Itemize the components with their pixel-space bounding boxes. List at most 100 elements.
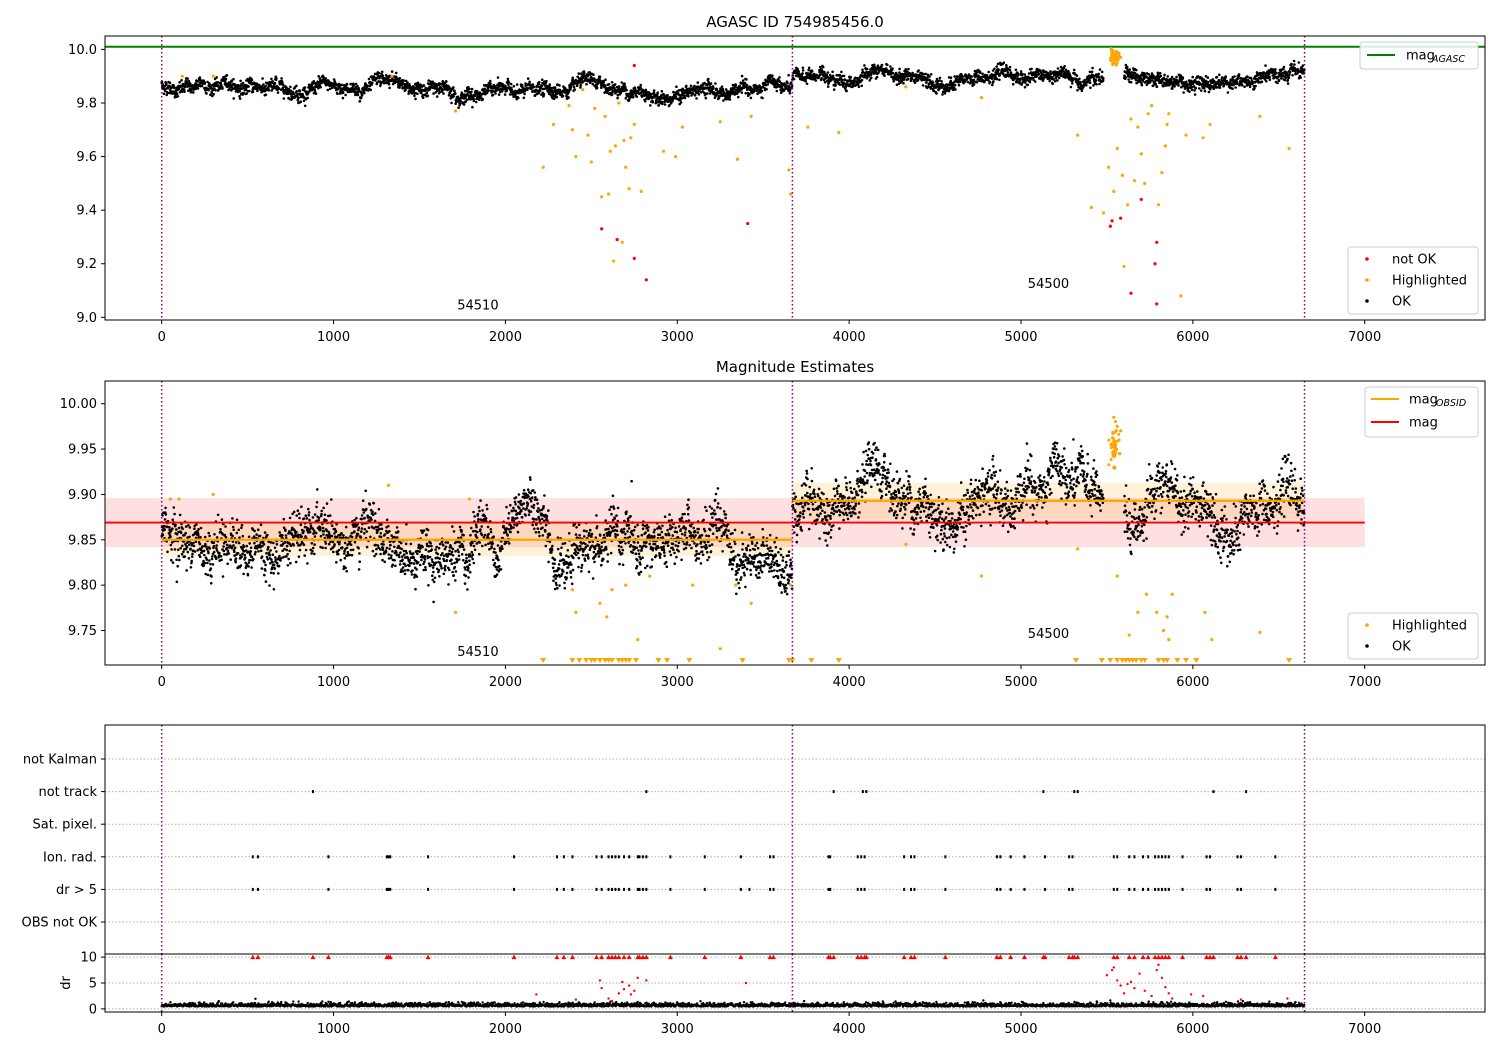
ok-point (175, 528, 178, 531)
ok-point (208, 547, 212, 550)
ok-point (358, 552, 361, 555)
ok-point (248, 89, 251, 93)
ok-point (821, 65, 825, 69)
ok-point (273, 82, 277, 85)
ok-point (880, 63, 884, 67)
legend-label: Highlighted (1392, 274, 1467, 289)
ok-point (198, 76, 202, 79)
not-ok-point (1153, 262, 1157, 266)
ok-point (1170, 75, 1174, 79)
ok-point (231, 534, 234, 538)
ok-point (810, 70, 814, 73)
ok-point (860, 84, 863, 88)
ok-point (542, 92, 546, 96)
highlighted-point (551, 122, 556, 127)
ok-point (459, 99, 462, 103)
ok-point (548, 83, 551, 86)
ok-point (189, 82, 192, 86)
ok-point (344, 525, 348, 529)
ok-point (457, 97, 461, 100)
ok-point (343, 552, 346, 555)
ok-point (175, 92, 179, 96)
ok-point (267, 545, 270, 549)
ok-point (319, 534, 323, 538)
ok-point (805, 82, 809, 85)
ok-point (201, 545, 204, 548)
ok-point (717, 96, 721, 100)
highlighted-point (612, 259, 616, 263)
ok-point (1171, 87, 1174, 90)
ok-point (1088, 79, 1091, 82)
ok-point (973, 69, 977, 73)
ok-point (595, 86, 599, 90)
ok-point (1020, 72, 1024, 76)
ok-point (286, 552, 289, 556)
ok-point (576, 83, 579, 86)
ok-point (693, 93, 697, 97)
ok-point (246, 573, 250, 577)
ok-point (247, 85, 250, 88)
ok-point (840, 78, 844, 82)
ok-point (1286, 82, 1290, 85)
ok-point (343, 556, 347, 560)
ok-point (336, 552, 340, 556)
ok-point (863, 64, 866, 67)
ok-point (840, 74, 844, 78)
ok-point (660, 90, 664, 93)
ok-point (338, 542, 341, 546)
ok-point (705, 83, 709, 87)
ok-point (998, 78, 1001, 82)
ok-point (237, 541, 241, 545)
ok-point (572, 85, 576, 89)
ok-point (330, 498, 333, 501)
ok-point (1187, 83, 1191, 86)
ok-point (993, 67, 996, 71)
ok-point (317, 516, 321, 520)
ok-point (690, 94, 693, 97)
ok-point (178, 81, 181, 84)
ok-point (1206, 76, 1210, 79)
ok-point (489, 82, 492, 85)
ok-point (691, 92, 695, 95)
highlighted-point (620, 240, 624, 244)
ok-point (1159, 74, 1163, 78)
ok-point (165, 93, 168, 97)
ok-point (209, 582, 213, 585)
ok-point (238, 95, 241, 98)
ok-point (221, 575, 225, 578)
ok-point (180, 79, 183, 82)
highlighted-point (593, 106, 597, 110)
ok-point (1033, 80, 1037, 83)
ok-point (682, 92, 685, 95)
ok-point (949, 79, 953, 83)
ok-point (807, 66, 811, 70)
ok-point (687, 95, 690, 98)
ok-point (471, 105, 474, 109)
ok-point (245, 544, 248, 548)
ok-point (1193, 93, 1197, 96)
ok-point (1264, 64, 1267, 67)
ok-point (454, 102, 457, 105)
ok-point (252, 535, 256, 538)
ok-point (226, 549, 230, 553)
ok-point (203, 535, 207, 539)
ok-point (834, 83, 837, 87)
ok-point (310, 542, 314, 545)
ok-point (1163, 73, 1166, 77)
ok-point (232, 97, 235, 100)
ok-point (357, 568, 361, 571)
ok-point (1127, 78, 1130, 81)
ok-point (550, 86, 553, 90)
ok-point (262, 83, 265, 86)
ok-point (330, 524, 334, 527)
ok-point (579, 83, 582, 87)
ok-point (907, 67, 910, 71)
ok-point (935, 92, 938, 95)
ok-point (453, 89, 456, 93)
ok-point (281, 86, 285, 89)
ok-point (1125, 65, 1129, 69)
ok-point (404, 88, 407, 91)
ok-point (1002, 61, 1006, 64)
ok-point (367, 77, 371, 81)
highlighted-point (1110, 55, 1114, 59)
